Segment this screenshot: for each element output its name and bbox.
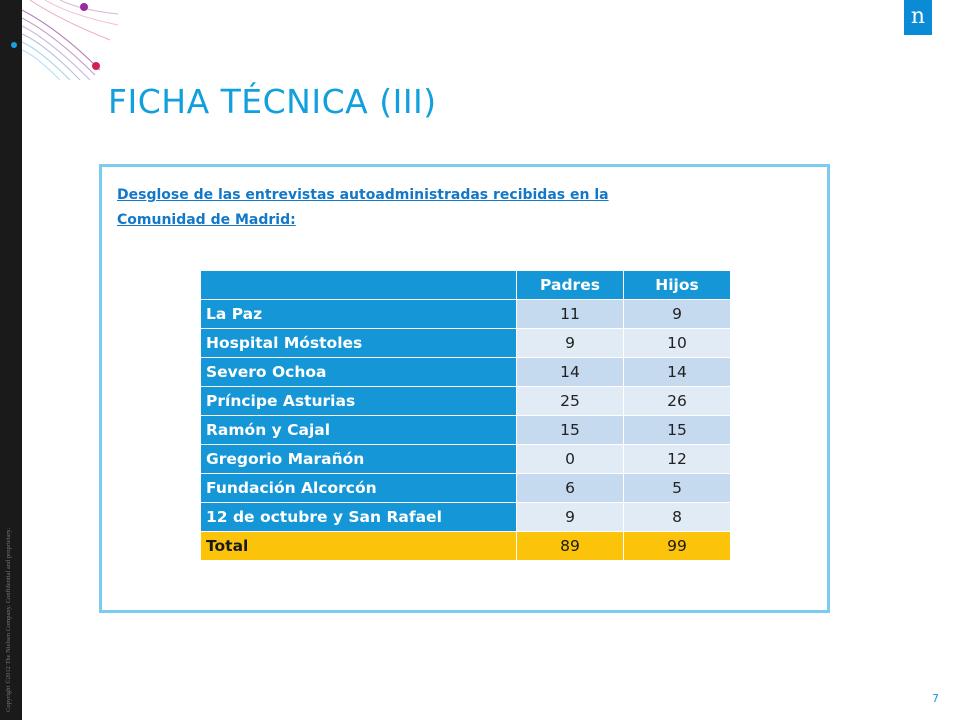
table-row: Hospital Móstoles 9 10 <box>200 328 731 358</box>
padres-cell: 0 <box>516 444 624 474</box>
nielsen-logo: n <box>904 0 932 35</box>
copyright-notice: Copyright ©2012 The Nielsen Company. Con… <box>5 528 12 712</box>
logo-glyph: n <box>910 4 926 29</box>
row-label: Severo Ochoa <box>200 357 517 387</box>
slide-title: FICHA TÉCNICA (III) <box>108 82 437 121</box>
row-label: 12 de octubre y San Rafael <box>200 502 517 532</box>
total-hijos-cell: 99 <box>623 531 731 561</box>
decorative-arcs <box>11 0 119 80</box>
row-label: Fundación Alcorcón <box>200 473 517 503</box>
row-label: Príncipe Asturias <box>200 386 517 416</box>
padres-cell: 15 <box>516 415 624 445</box>
padres-cell: 9 <box>516 502 624 532</box>
hijos-cell: 9 <box>623 299 731 329</box>
table-row: Ramón y Cajal 15 15 <box>200 415 731 445</box>
header-cell-hijos: Hijos <box>623 270 731 300</box>
hijos-cell: 15 <box>623 415 731 445</box>
total-label: Total <box>200 531 517 561</box>
left-sidebar-bar <box>0 0 22 720</box>
row-label: Hospital Móstoles <box>200 328 517 358</box>
hijos-cell: 14 <box>623 357 731 387</box>
table-header-row: Padres Hijos <box>200 270 731 300</box>
header-cell-padres: Padres <box>516 270 624 300</box>
padres-cell: 6 <box>516 473 624 503</box>
interviews-table: Padres Hijos La Paz 11 9 Hospital Móstol… <box>200 270 731 561</box>
row-label: La Paz <box>200 299 517 329</box>
intro-text: Desglose de las entrevistas autoadminist… <box>117 187 609 228</box>
padres-cell: 11 <box>516 299 624 329</box>
table-row: Gregorio Marañón 0 12 <box>200 444 731 474</box>
total-padres-cell: 89 <box>516 531 624 561</box>
padres-cell: 14 <box>516 357 624 387</box>
row-label: Ramón y Cajal <box>200 415 517 445</box>
hijos-cell: 26 <box>623 386 731 416</box>
table-row: La Paz 11 9 <box>200 299 731 329</box>
table-row: 12 de octubre y San Rafael 9 8 <box>200 502 731 532</box>
table-row: Fundación Alcorcón 6 5 <box>200 473 731 503</box>
row-label: Gregorio Marañón <box>200 444 517 474</box>
table-row: Príncipe Asturias 25 26 <box>200 386 731 416</box>
hijos-cell: 12 <box>623 444 731 474</box>
hijos-cell: 8 <box>623 502 731 532</box>
content-panel <box>99 164 830 613</box>
hijos-cell: 10 <box>623 328 731 358</box>
table-total-row: Total 89 99 <box>200 531 731 561</box>
header-cell-empty <box>200 270 517 300</box>
padres-cell: 25 <box>516 386 624 416</box>
hijos-cell: 5 <box>623 473 731 503</box>
table-row: Severo Ochoa 14 14 <box>200 357 731 387</box>
page-number: 7 <box>932 692 939 705</box>
padres-cell: 9 <box>516 328 624 358</box>
